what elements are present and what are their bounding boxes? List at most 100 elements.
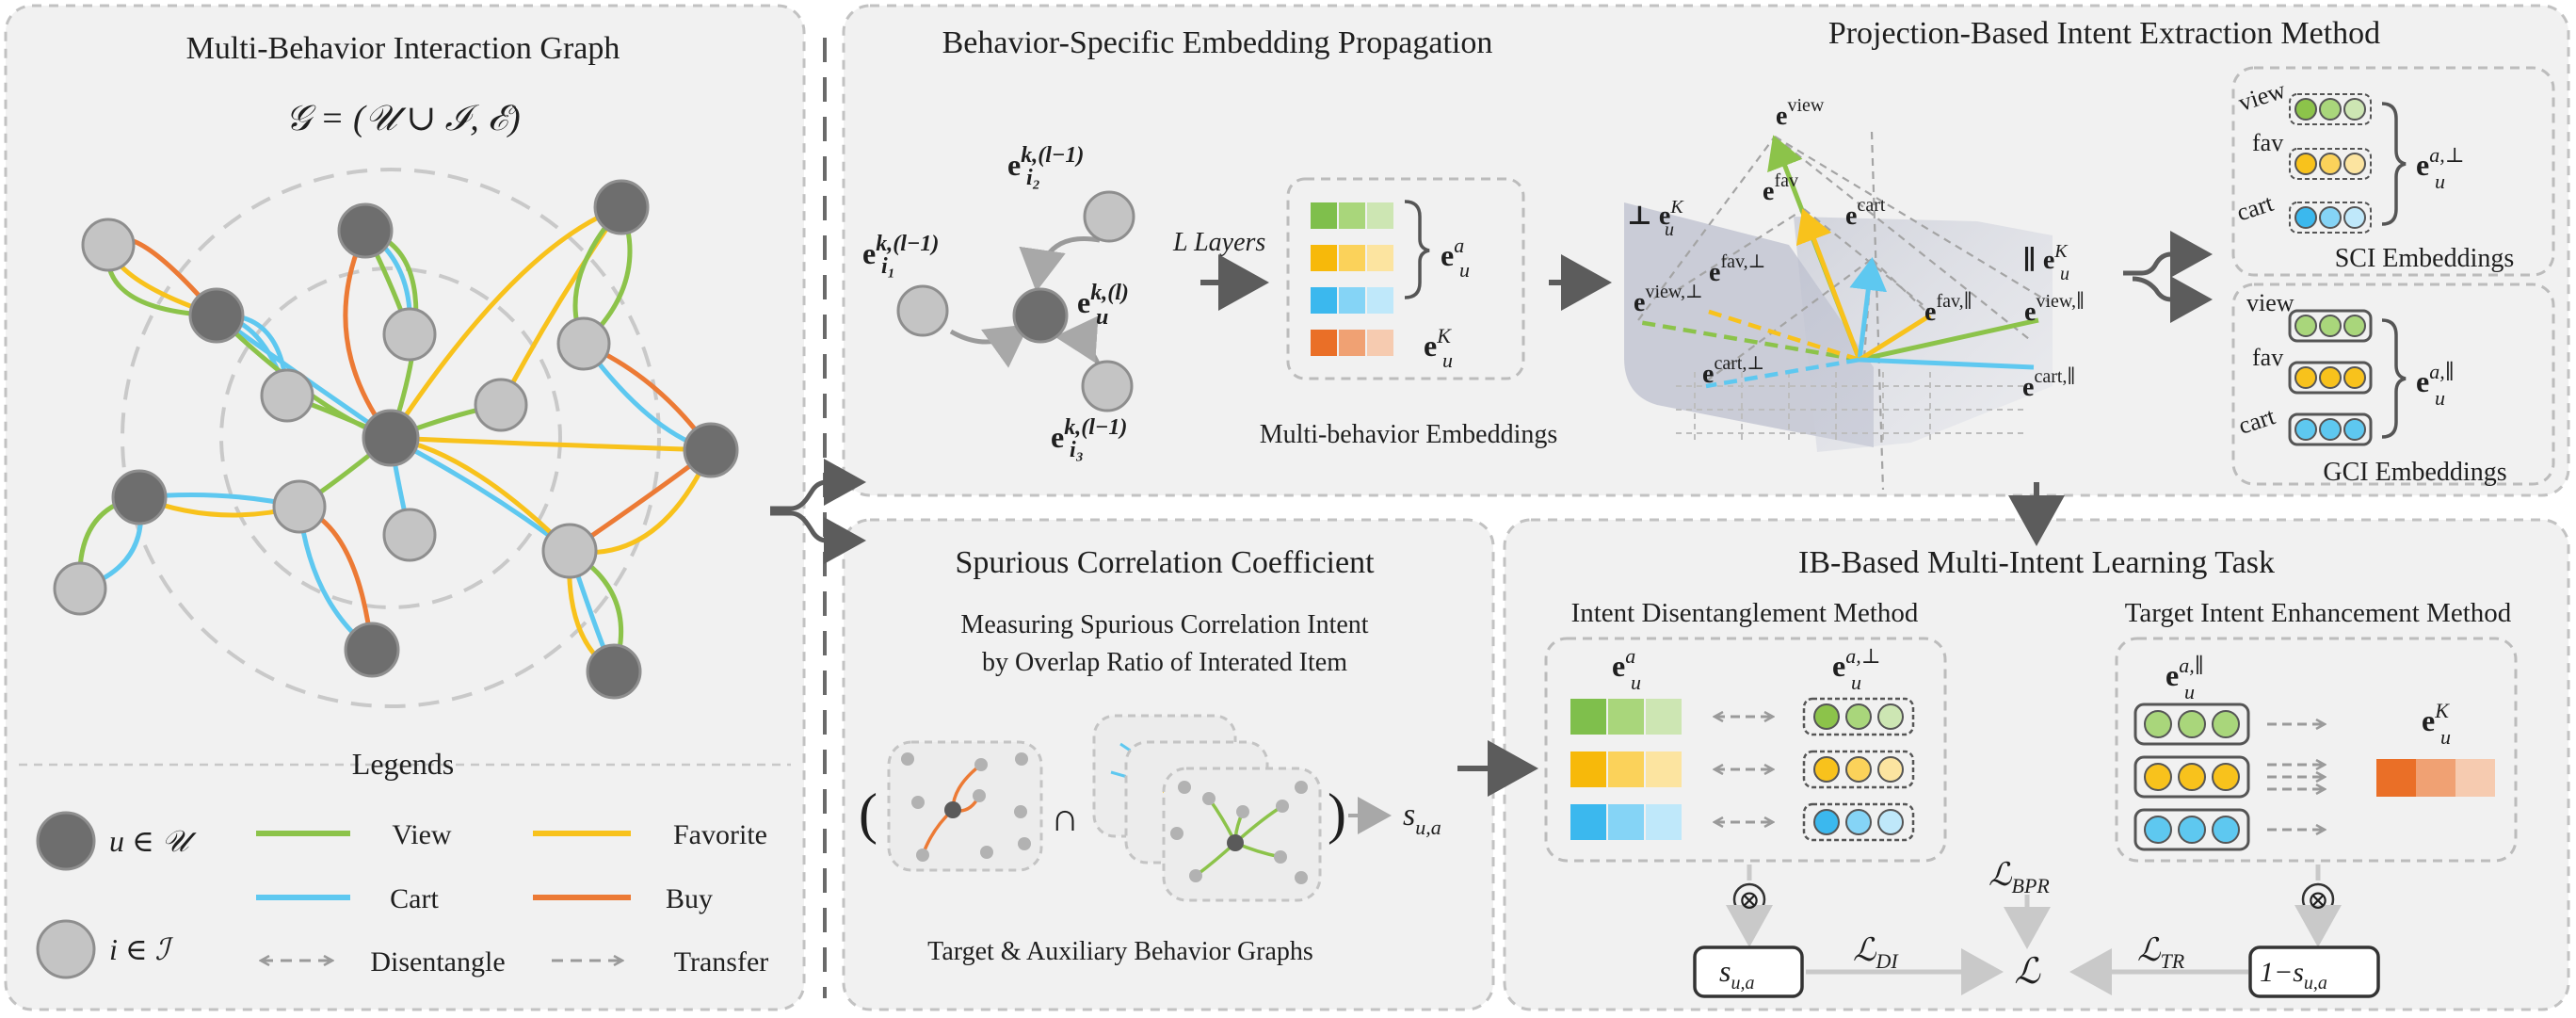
item-legend-label: i ∈ ℐ: [109, 932, 174, 966]
buy-legend-label: Buy: [666, 883, 713, 914]
e-view-sup: view: [1787, 95, 1824, 116]
e-view-par-sup: view,∥: [2036, 291, 2085, 312]
e-fav-perp-base: e: [1709, 258, 1720, 287]
otimes-left: ⊗: [1738, 886, 1760, 915]
e-i2-sub: i₂: [1026, 166, 1040, 190]
e-fav-par-base: e: [1924, 298, 1936, 327]
e-i3-base: e: [1051, 420, 1064, 454]
l-bpr-base: ℒ: [1988, 858, 2013, 893]
euk-sub: u: [1442, 348, 1453, 372]
e-cart-par-sup: cart,∥: [2034, 366, 2075, 387]
legends-title: Legends: [352, 747, 454, 781]
gci-symbol-sub: u: [2435, 386, 2445, 410]
disentangle-legend-label: Disentangle: [370, 946, 505, 978]
e-i1-sup: k,(l−1): [876, 232, 939, 256]
ib-euk-base: e: [2422, 703, 2435, 737]
e-i3-sup: k,(l−1): [1064, 415, 1127, 440]
propagation-title: Behavior-Specific Embedding Propagation: [942, 25, 1493, 60]
gci-fav-label: fav: [2252, 344, 2283, 371]
euk-sup: K: [1436, 324, 1452, 347]
par-ek-base: ∥ e: [2022, 246, 2054, 275]
e-i2-sup: k,(l−1): [1021, 143, 1084, 168]
sci-symbol-sub: u: [2435, 170, 2445, 193]
e-i1-sub: i₁: [881, 254, 895, 279]
l-bpr-sub: BPR: [2012, 874, 2051, 897]
par-ek-sub: u: [2060, 264, 2069, 284]
e-view-perp-sup: view,⊥: [1645, 282, 1702, 302]
ib-eua-sup: a: [1625, 644, 1635, 668]
spurious-title: Spurious Correlation Coefficient: [955, 545, 1375, 580]
favorite-legend-label: Favorite: [673, 819, 767, 850]
s-ua-sub: u,a: [1415, 816, 1441, 839]
item-i2-node: [1085, 192, 1134, 241]
ib-eua-base: e: [1612, 649, 1625, 683]
sci-symbol-sup: a,⊥: [2429, 143, 2464, 167]
e-i1-base: e: [862, 236, 876, 270]
open-paren: (: [859, 783, 877, 845]
gci-caption: GCI Embeddings: [2323, 458, 2506, 487]
enhance-title: Target Intent Enhancement Method: [2125, 598, 2512, 628]
disentangle-box: [1546, 638, 1945, 861]
ib-eua-perp-sup: a,⊥: [1845, 644, 1880, 668]
e-fav-sup: fav: [1774, 170, 1798, 191]
close-paren: ): [1328, 783, 1346, 845]
e-cart-perp-base: e: [1702, 360, 1714, 389]
ib-eua-par-sup: a,∥: [2179, 654, 2204, 677]
view-legend-label: View: [392, 819, 452, 850]
e-cart-par-base: e: [2022, 373, 2034, 402]
embeddings-label: Multi-behavior Embeddings: [1260, 420, 1558, 449]
graph-formula: 𝒢 = (𝒰 ∪ ℐ, ℰ): [285, 99, 520, 138]
otimes-right: ⊗: [2307, 886, 2328, 915]
spurious-desc-line1: Measuring Spurious Correlation Intent: [960, 610, 1368, 639]
l-total-label: ℒ: [2014, 952, 2041, 992]
e-fav-base: e: [1763, 177, 1774, 206]
eua-sub: u: [1459, 258, 1470, 282]
l-di-base: ℒ: [1853, 933, 1877, 968]
sci-fav-label: fav: [2252, 129, 2283, 156]
item-i1-node: [898, 286, 947, 335]
l-tr-base: ℒ: [2137, 933, 2162, 968]
layers-label: L Layers: [1172, 228, 1265, 257]
e-cart-sup: cart: [1857, 195, 1885, 216]
e-u-base: e: [1077, 285, 1090, 319]
e-fav-perp-sup: fav,⊥: [1720, 251, 1765, 272]
e-u-sup: k,(l): [1090, 281, 1129, 305]
e-fav-par-sup: fav,∥: [1936, 291, 1972, 312]
projection-title: Projection-Based Intent Extraction Metho…: [1828, 16, 2380, 51]
eua-base: e: [1441, 238, 1454, 272]
ib-euk-sub: u: [2440, 725, 2451, 749]
spurious-desc-line2: by Overlap Ratio of Interated Item: [982, 648, 1347, 677]
sci-caption: SCI Embeddings: [2335, 244, 2515, 273]
l-di-sub: DI: [1876, 949, 1900, 973]
l-tr-sub: TR: [2161, 949, 2185, 973]
sci-symbol-base: e: [2416, 148, 2429, 182]
e-cart-perp-sup: cart,⊥: [1714, 353, 1764, 374]
target-behavior-graph: [889, 742, 1041, 870]
e-i2-base: e: [1007, 148, 1021, 182]
gci-symbol-sup: a,∥: [2429, 360, 2455, 383]
ib-eua-sub: u: [1631, 671, 1641, 694]
ib-title: IB-Based Multi-Intent Learning Task: [1798, 545, 2275, 580]
item-i3-node: [1083, 362, 1132, 411]
e-u-sub: u: [1096, 305, 1108, 330]
disentangle-title: Intent Disentanglement Method: [1571, 598, 1919, 628]
s-ua-base: s: [1403, 798, 1415, 832]
e-cart-base: e: [1845, 202, 1857, 231]
e-view-par-base: e: [2024, 298, 2036, 327]
ib-eua-par-sub: u: [2184, 680, 2195, 703]
e-view-perp-base: e: [1634, 288, 1645, 317]
s-box-sub: u,a: [1731, 973, 1754, 994]
intersection-symbol: ∩: [1051, 797, 1079, 840]
perp-ek-sup: K: [1669, 197, 1684, 218]
transfer-legend-label: Transfer: [674, 946, 769, 978]
euk-base: e: [1424, 329, 1437, 363]
graph-title: Multi-Behavior Interaction Graph: [186, 31, 620, 66]
spurious-caption: Target & Auxiliary Behavior Graphs: [927, 937, 1313, 966]
item-node-icon: [38, 921, 94, 978]
e-i3-sub: i₃: [1070, 438, 1084, 462]
one-minus-s-sub: u,a: [2304, 973, 2327, 994]
ib-eua-perp-base: e: [1832, 649, 1845, 683]
e-view-base: e: [1776, 102, 1787, 131]
perp-ek-sub: u: [1665, 219, 1674, 240]
